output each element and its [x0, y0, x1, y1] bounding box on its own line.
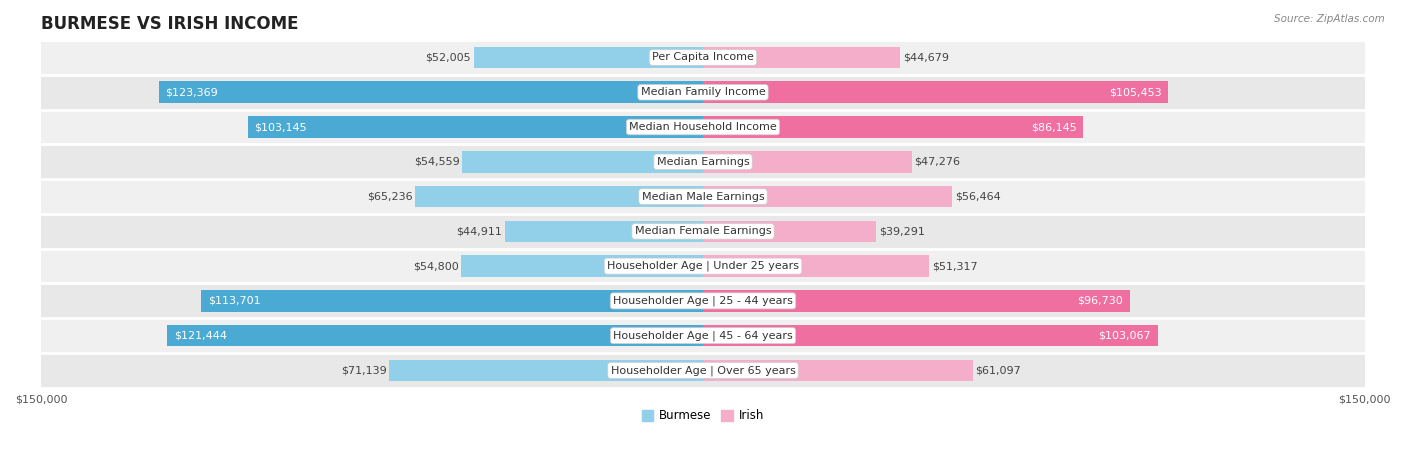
- Bar: [703, 325, 1157, 347]
- Bar: [703, 290, 1130, 311]
- Bar: [703, 360, 973, 381]
- Bar: [41, 283, 1365, 318]
- Text: Source: ZipAtlas.com: Source: ZipAtlas.com: [1274, 14, 1385, 24]
- Bar: [703, 220, 876, 242]
- Bar: [461, 255, 703, 277]
- Text: $86,145: $86,145: [1031, 122, 1077, 132]
- Bar: [167, 325, 703, 347]
- Text: $65,236: $65,236: [367, 191, 412, 202]
- Text: Householder Age | 25 - 44 years: Householder Age | 25 - 44 years: [613, 296, 793, 306]
- Text: $113,701: $113,701: [208, 296, 260, 306]
- Text: $52,005: $52,005: [425, 52, 471, 63]
- Text: $123,369: $123,369: [166, 87, 218, 97]
- Bar: [247, 116, 703, 138]
- Text: $44,679: $44,679: [903, 52, 949, 63]
- Text: $54,800: $54,800: [413, 261, 458, 271]
- Text: Householder Age | Over 65 years: Householder Age | Over 65 years: [610, 365, 796, 375]
- Text: $61,097: $61,097: [976, 365, 1021, 375]
- Bar: [703, 255, 929, 277]
- Bar: [505, 220, 703, 242]
- Legend: Burmese, Irish: Burmese, Irish: [637, 405, 769, 427]
- Text: Median Family Income: Median Family Income: [641, 87, 765, 97]
- Text: BURMESE VS IRISH INCOME: BURMESE VS IRISH INCOME: [41, 15, 298, 33]
- Text: $56,464: $56,464: [955, 191, 1001, 202]
- Text: $47,276: $47,276: [914, 157, 960, 167]
- Text: $71,139: $71,139: [340, 365, 387, 375]
- Bar: [703, 47, 900, 68]
- Text: Median Earnings: Median Earnings: [657, 157, 749, 167]
- Text: $105,453: $105,453: [1109, 87, 1161, 97]
- Bar: [159, 81, 703, 103]
- Bar: [41, 179, 1365, 214]
- Bar: [41, 318, 1365, 353]
- Bar: [463, 151, 703, 173]
- Bar: [41, 40, 1365, 75]
- Bar: [703, 186, 952, 207]
- Bar: [474, 47, 703, 68]
- Bar: [41, 353, 1365, 388]
- Text: $103,067: $103,067: [1098, 331, 1152, 340]
- Bar: [41, 144, 1365, 179]
- Text: Median Female Earnings: Median Female Earnings: [634, 226, 772, 236]
- Bar: [41, 249, 1365, 283]
- Bar: [201, 290, 703, 311]
- Bar: [415, 186, 703, 207]
- Text: $39,291: $39,291: [879, 226, 925, 236]
- Text: $103,145: $103,145: [254, 122, 307, 132]
- Text: Householder Age | 45 - 64 years: Householder Age | 45 - 64 years: [613, 330, 793, 341]
- Text: Median Household Income: Median Household Income: [628, 122, 778, 132]
- Bar: [41, 75, 1365, 110]
- Bar: [389, 360, 703, 381]
- Text: $96,730: $96,730: [1077, 296, 1123, 306]
- Text: $54,559: $54,559: [413, 157, 460, 167]
- Text: Per Capita Income: Per Capita Income: [652, 52, 754, 63]
- Bar: [703, 151, 911, 173]
- Bar: [703, 116, 1083, 138]
- Text: Median Male Earnings: Median Male Earnings: [641, 191, 765, 202]
- Text: $44,911: $44,911: [457, 226, 502, 236]
- Bar: [703, 81, 1168, 103]
- Bar: [41, 110, 1365, 144]
- Text: $51,317: $51,317: [932, 261, 977, 271]
- Text: Householder Age | Under 25 years: Householder Age | Under 25 years: [607, 261, 799, 271]
- Text: $121,444: $121,444: [174, 331, 226, 340]
- Bar: [41, 214, 1365, 249]
